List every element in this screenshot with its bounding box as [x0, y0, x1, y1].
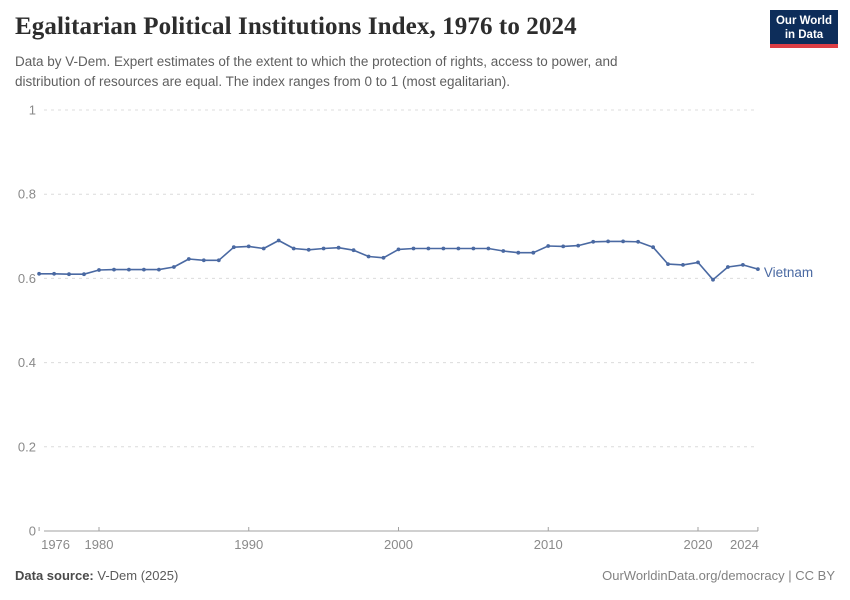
data-point-marker[interactable]	[561, 244, 566, 249]
data-point-marker[interactable]	[546, 244, 551, 248]
data-source-value: V-Dem (2025)	[93, 568, 179, 583]
data-point-marker[interactable]	[112, 267, 116, 272]
data-point-marker[interactable]	[666, 262, 670, 266]
x-tick-label: 2024	[730, 537, 759, 552]
data-point-marker[interactable]	[351, 248, 356, 253]
data-point-marker[interactable]	[396, 247, 401, 252]
owid-logo-line2: in Data	[784, 28, 824, 41]
data-point-marker[interactable]	[157, 267, 161, 272]
data-point-marker[interactable]	[756, 267, 760, 271]
x-tick-label: 2020	[684, 537, 713, 552]
chart-footer: Data source: V-Dem (2025) OurWorldinData…	[15, 568, 835, 586]
data-point-marker[interactable]	[261, 246, 266, 251]
data-point-marker[interactable]	[411, 246, 416, 251]
x-tick-label: 1980	[85, 537, 114, 552]
y-tick-label: 0.6	[18, 271, 36, 286]
data-point-marker[interactable]	[486, 246, 491, 251]
data-point-marker[interactable]	[67, 272, 71, 277]
x-tick-label: 2010	[534, 537, 563, 552]
data-point-marker[interactable]	[321, 246, 326, 251]
y-tick-label: 0.2	[18, 439, 36, 454]
data-point-marker[interactable]	[381, 255, 386, 260]
data-point-marker[interactable]	[621, 239, 625, 244]
data-point-marker[interactable]	[591, 239, 596, 244]
data-point-marker[interactable]	[366, 254, 371, 259]
x-tick-label: 1976	[41, 537, 70, 552]
data-point-marker[interactable]	[741, 263, 745, 267]
data-point-marker[interactable]	[201, 258, 206, 263]
series-entity-label[interactable]: Vietnam	[764, 265, 813, 280]
data-point-marker[interactable]	[231, 245, 236, 250]
chart-subtitle-line1: Data by V-Dem. Expert estimates of the e…	[15, 54, 618, 69]
data-point-marker[interactable]	[52, 271, 56, 276]
data-point-marker[interactable]	[651, 245, 655, 250]
data-point-marker[interactable]	[172, 265, 176, 269]
data-point-marker[interactable]	[636, 239, 640, 244]
data-point-marker[interactable]	[336, 245, 341, 250]
owid-logo-line1: Our World	[775, 15, 832, 27]
chart-subtitle: Data by V-Dem. Expert estimates of the e…	[15, 52, 715, 91]
y-tick-label: 0.4	[18, 355, 36, 370]
data-point-marker[interactable]	[696, 260, 700, 265]
y-tick-label: 0.8	[18, 187, 36, 202]
data-source-label: Data source:	[15, 568, 94, 583]
data-point-marker[interactable]	[142, 267, 146, 272]
data-point-marker[interactable]	[606, 239, 610, 244]
data-point-marker[interactable]	[501, 249, 506, 253]
data-point-marker[interactable]	[186, 257, 191, 261]
data-point-marker[interactable]	[681, 263, 685, 267]
owid-logo[interactable]: Our World in Data	[770, 10, 838, 48]
page-title: Egalitarian Political Institutions Index…	[15, 13, 577, 40]
data-point-marker[interactable]	[82, 272, 86, 277]
chart-subtitle-line2: distribution of resources are equal. The…	[15, 73, 511, 89]
data-point-marker[interactable]	[97, 268, 101, 272]
data-point-marker[interactable]	[456, 246, 461, 251]
data-source-note: Data source: V-Dem (2025)	[15, 568, 178, 583]
x-tick-label: 2000	[384, 537, 413, 552]
data-point-marker[interactable]	[441, 246, 446, 251]
data-point-marker[interactable]	[306, 247, 311, 252]
data-point-marker[interactable]	[276, 238, 281, 243]
data-point-marker[interactable]	[711, 277, 715, 282]
owid-logo-accent-bar	[770, 44, 838, 48]
data-point-marker[interactable]	[37, 271, 41, 276]
data-point-marker[interactable]	[516, 250, 521, 255]
y-tick-label: 1	[29, 103, 36, 118]
data-point-marker[interactable]	[426, 246, 431, 251]
data-point-marker[interactable]	[726, 265, 730, 269]
data-point-marker[interactable]	[471, 246, 476, 251]
data-point-marker[interactable]	[291, 246, 296, 251]
data-point-marker[interactable]	[246, 244, 251, 249]
y-tick-label: 0	[29, 524, 36, 539]
data-point-marker[interactable]	[576, 243, 581, 248]
data-point-marker[interactable]	[531, 250, 536, 255]
license-link[interactable]: OurWorldinData.org/democracy | CC BY	[602, 568, 835, 583]
data-point-marker[interactable]	[126, 267, 131, 272]
x-tick-label: 1990	[234, 537, 263, 552]
vietnam-line[interactable]	[38, 239, 759, 281]
data-point-marker[interactable]	[216, 258, 221, 263]
